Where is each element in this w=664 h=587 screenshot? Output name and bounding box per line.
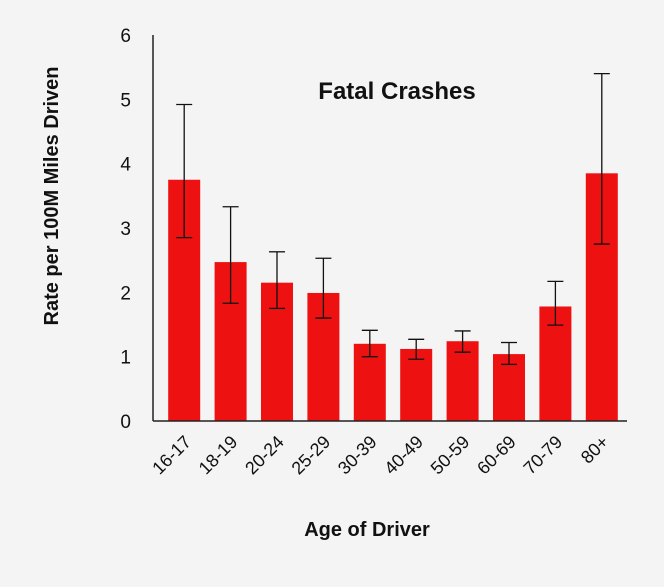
error-bar xyxy=(547,280,564,326)
y-axis-label: Rate per 100M Miles Driven xyxy=(41,67,63,326)
error-bar xyxy=(269,251,285,310)
error-bar xyxy=(501,341,517,366)
x-axis-label: Age of Driver xyxy=(304,519,430,541)
y-tick-label: 5 xyxy=(120,90,131,111)
error-bar xyxy=(454,330,471,353)
bar xyxy=(493,354,525,421)
y-tick-label: 0 xyxy=(120,412,131,433)
bar xyxy=(400,348,433,421)
error-bar xyxy=(222,206,239,304)
error-bar xyxy=(315,257,332,319)
error-bar xyxy=(361,329,378,358)
chart-title: Fatal Crashes xyxy=(318,78,475,105)
bars xyxy=(168,173,618,421)
y-tick-label: 6 xyxy=(120,26,131,47)
y-tick-label: 3 xyxy=(120,219,131,240)
y-tick-label: 1 xyxy=(120,348,131,369)
error-bars xyxy=(176,72,610,366)
error-bar xyxy=(593,72,610,245)
error-bar xyxy=(408,338,425,360)
error-bar xyxy=(176,103,193,239)
bar xyxy=(446,341,479,421)
y-tick-label: 2 xyxy=(120,283,131,304)
y-tick-label: 4 xyxy=(120,155,131,176)
y-tick-labels: 0 1 2 3 4 5 6 xyxy=(120,26,131,433)
